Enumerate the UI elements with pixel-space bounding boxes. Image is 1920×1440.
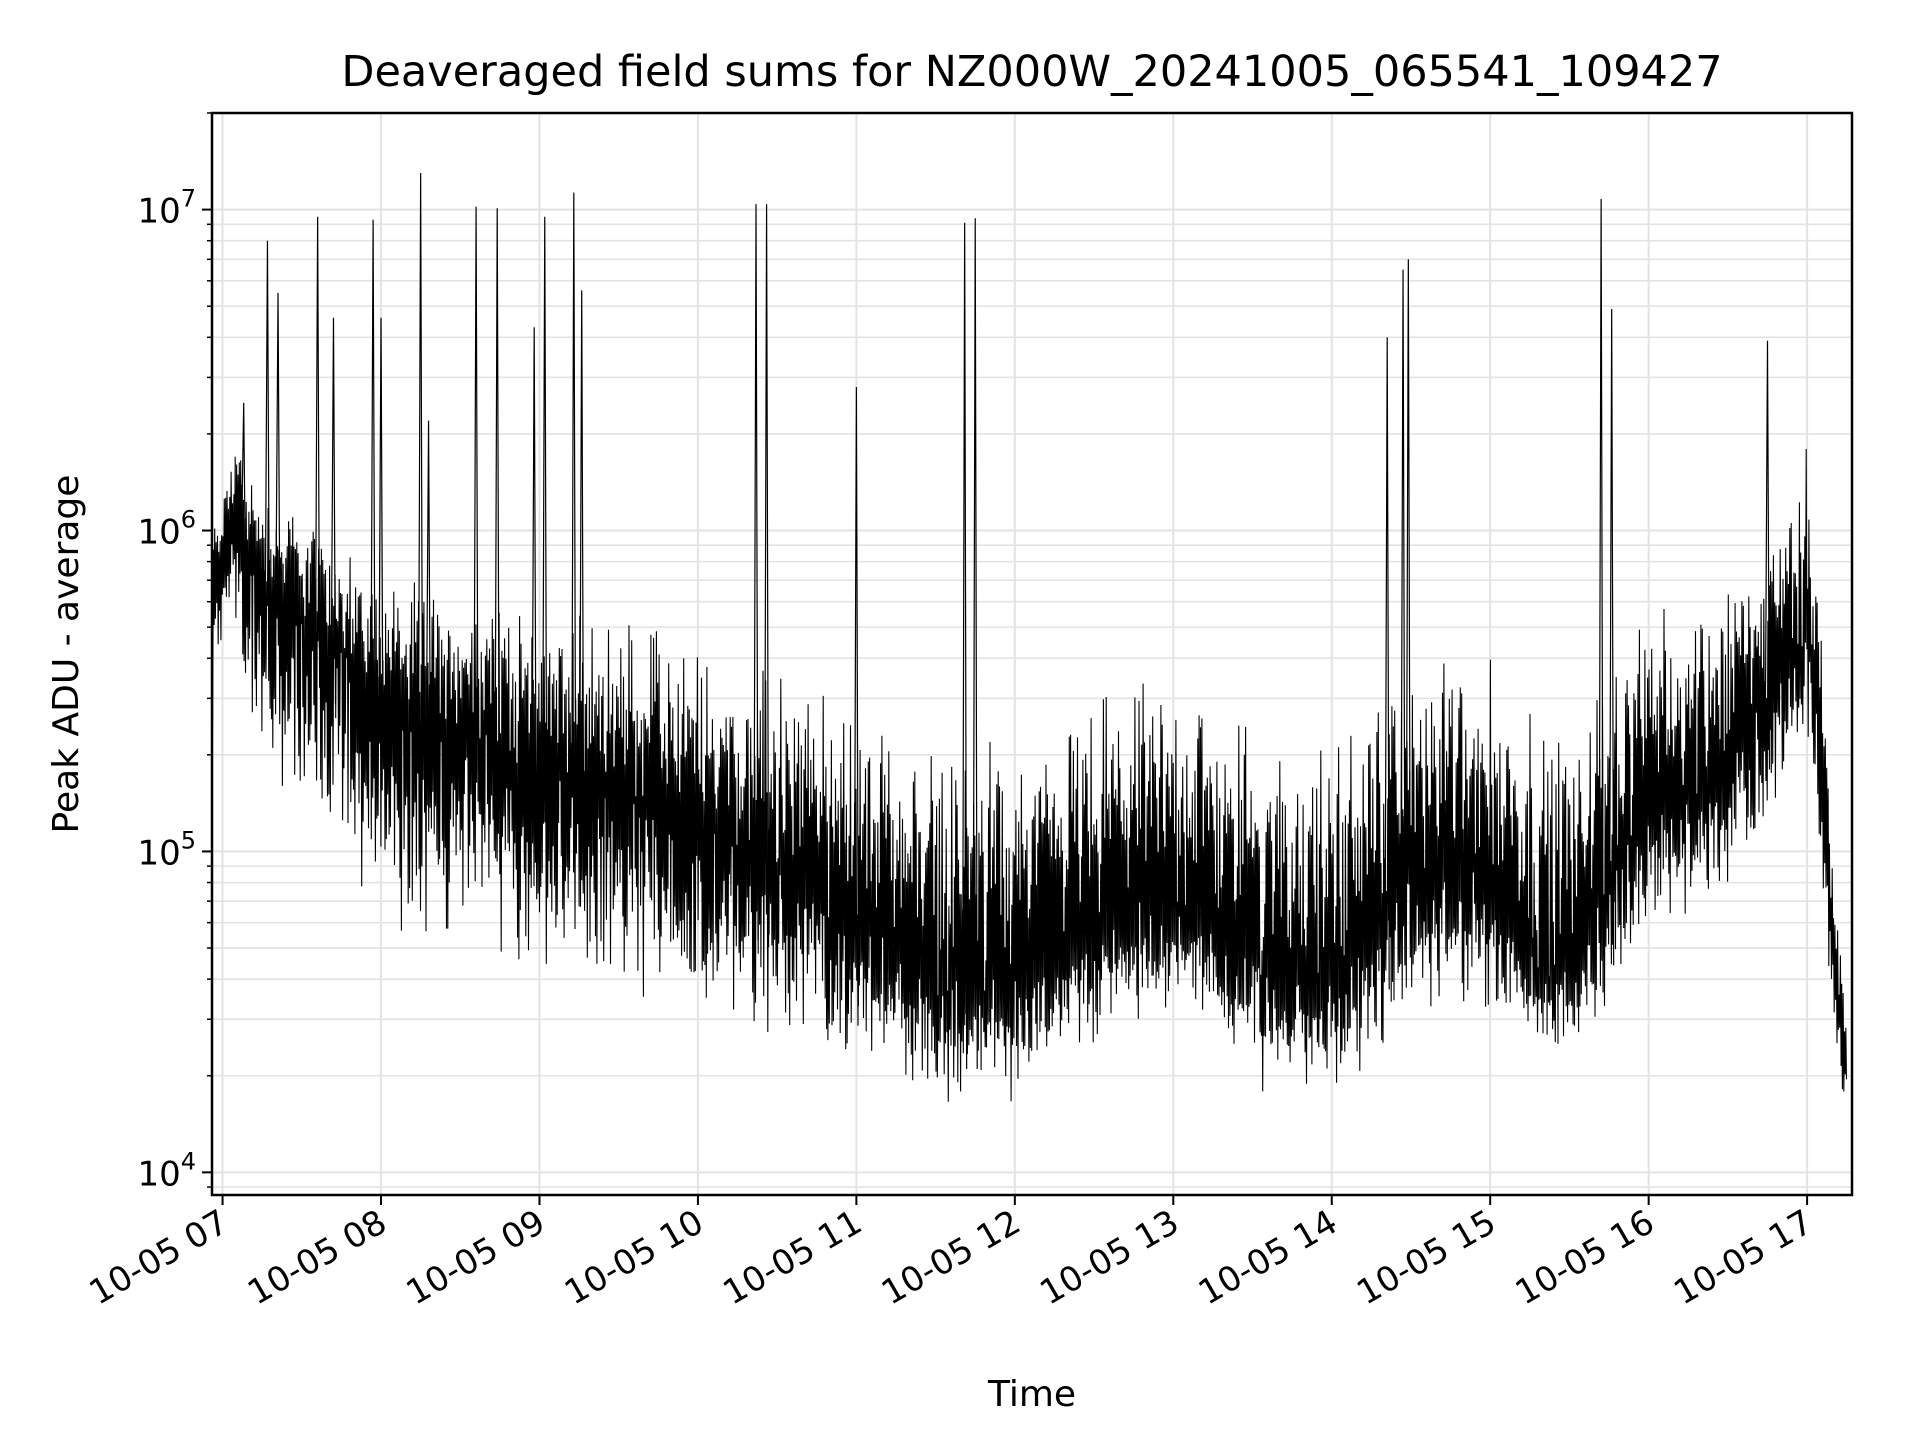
spike-mark	[1598, 198, 1604, 993]
spike-mark	[418, 172, 424, 780]
x-tick-label: 10-05 09	[400, 1202, 552, 1313]
x-tick-label: 10-05 07	[83, 1202, 235, 1313]
spike-mark	[763, 204, 770, 948]
x-tick-label: 10-05 15	[1350, 1202, 1502, 1313]
spike-mark	[972, 218, 978, 1069]
x-tick-label: 10-05 16	[1509, 1202, 1661, 1313]
spike-mark	[330, 317, 337, 705]
plot-frame	[210, 111, 1854, 1197]
x-tick-label: 10-05 08	[241, 1202, 393, 1313]
x-tick-label: 10-05 17	[1667, 1202, 1819, 1313]
y-axis: 104 105 106 107	[137, 112, 212, 1194]
spike-mark	[315, 216, 321, 688]
spike-mark	[241, 402, 247, 601]
spike-mark	[494, 208, 500, 812]
spike-mark	[473, 206, 479, 802]
x-tick-label: 10-05 11	[716, 1202, 868, 1313]
y-tick-label: 106	[137, 506, 196, 553]
x-tick-label: 10-05 12	[875, 1202, 1027, 1313]
spike-mark	[962, 222, 968, 1069]
spike-mark	[531, 327, 537, 831]
x-tick-label: 10-05 14	[1192, 1202, 1344, 1313]
x-axis-label: Time	[987, 1374, 1076, 1415]
spike-mark	[1405, 259, 1411, 958]
spike-mark	[264, 240, 271, 652]
series-line	[211, 448, 1848, 1102]
spike-mark	[1384, 337, 1390, 990]
spike-mark	[275, 292, 281, 654]
spike-mark	[1609, 308, 1615, 966]
spike-mark	[579, 290, 585, 854]
data-layer	[211, 172, 1848, 1102]
y-tick-label: 107	[137, 185, 196, 232]
y-tick-label: 105	[137, 826, 196, 873]
spike-mark	[425, 420, 432, 783]
spike-mark	[571, 192, 577, 852]
spike-mark	[370, 219, 376, 745]
x-axis: 10-05 07 10-05 08 10-05 09 10-05 10 10-05 11…	[83, 1195, 1820, 1313]
spike-mark	[753, 204, 759, 941]
spike-mark	[1400, 269, 1406, 965]
x-tick-label: 10-05 13	[1033, 1202, 1185, 1313]
x-tick-label: 10-05 10	[558, 1202, 710, 1313]
spike-mark	[542, 216, 548, 837]
y-axis-label: Peak ADU - average	[46, 475, 87, 834]
spike-mark	[853, 386, 859, 1007]
spike-mark	[378, 317, 384, 757]
chart-title: Deaveraged field sums for NZ000W_2024100…	[341, 47, 1722, 97]
spike-mark	[1764, 340, 1771, 770]
y-tick-label: 104	[137, 1147, 196, 1194]
